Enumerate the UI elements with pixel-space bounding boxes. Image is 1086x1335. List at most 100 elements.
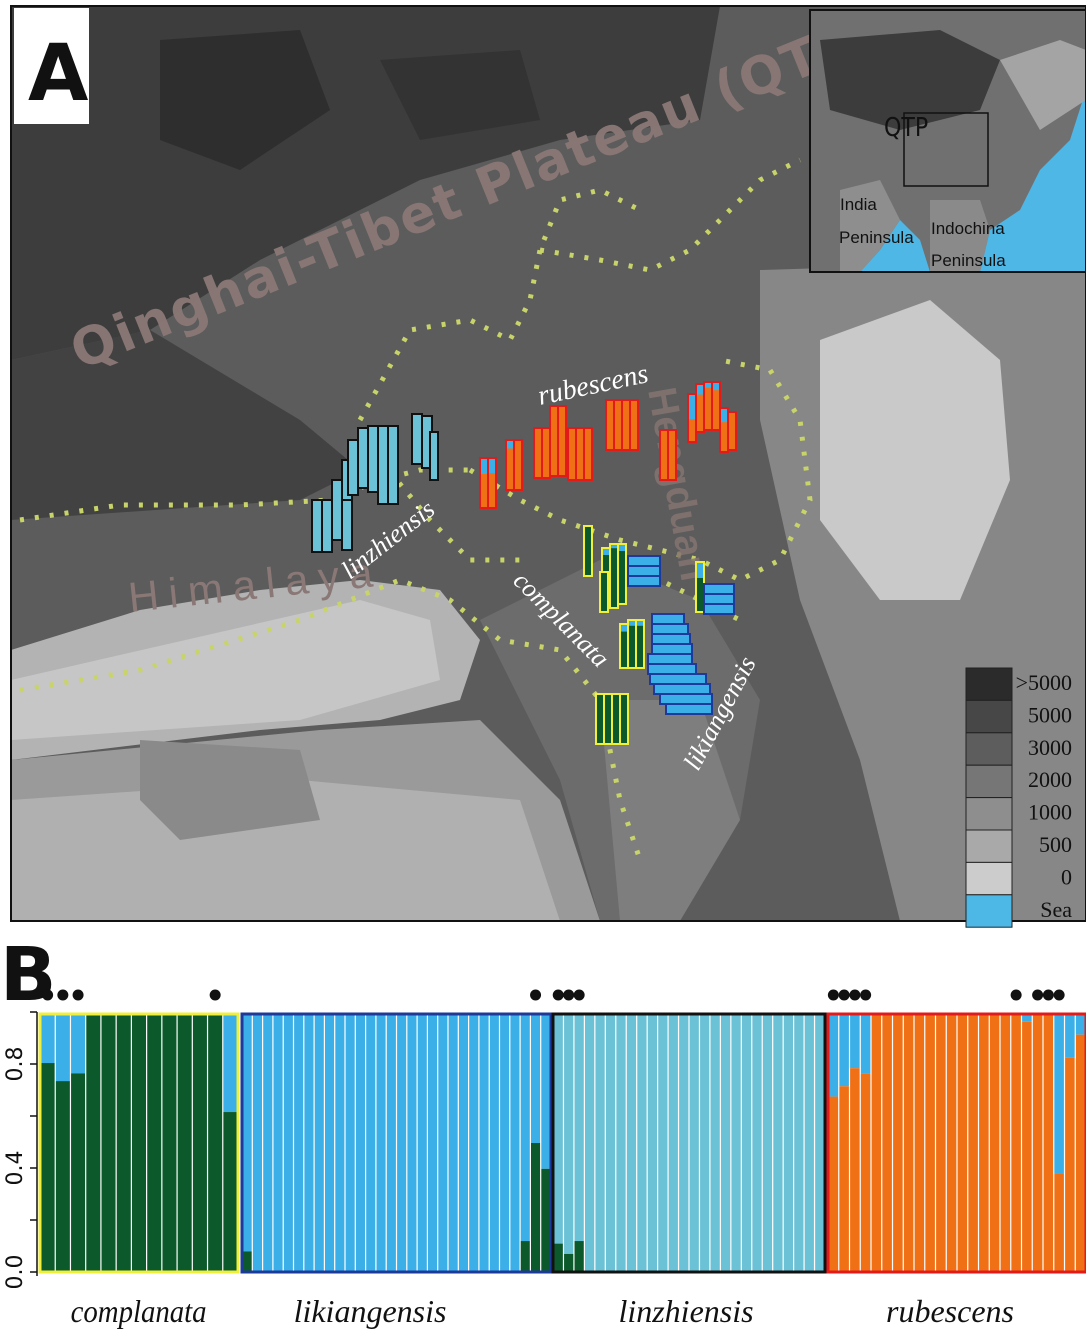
sample-marker xyxy=(357,427,369,489)
marker-dot xyxy=(530,989,542,1001)
sample-marker xyxy=(651,613,685,625)
bar xyxy=(988,1014,1000,1272)
sample-marker xyxy=(619,693,629,745)
bar xyxy=(262,1014,273,1272)
bar xyxy=(344,1014,356,1272)
panel-a-label: A xyxy=(28,29,88,119)
sample-marker xyxy=(665,703,713,715)
inset-indochina-label-2: Peninsula xyxy=(931,251,1006,270)
bar xyxy=(552,1014,564,1272)
bar xyxy=(313,1014,325,1272)
sample-marker xyxy=(541,427,551,479)
elevation-legend-label: 0 xyxy=(1061,864,1072,889)
sample-marker xyxy=(621,399,631,451)
bar xyxy=(498,1014,510,1272)
bar xyxy=(677,1014,689,1272)
bar xyxy=(688,1014,700,1272)
sample-marker xyxy=(505,439,515,491)
bar xyxy=(913,1014,925,1272)
marker-dot xyxy=(1053,989,1065,1001)
bar xyxy=(222,1014,238,1272)
bar xyxy=(827,1014,839,1272)
sample-marker xyxy=(627,565,661,577)
sample-marker xyxy=(321,499,333,553)
bar xyxy=(130,1014,147,1272)
bar xyxy=(999,1014,1011,1272)
sample-marker xyxy=(429,431,439,481)
bar xyxy=(719,1014,731,1272)
sample-marker xyxy=(479,457,489,509)
bar xyxy=(478,1014,490,1272)
bar xyxy=(251,1014,263,1272)
bar xyxy=(594,1014,606,1272)
bar xyxy=(488,1014,500,1272)
bar xyxy=(100,1014,117,1272)
bar xyxy=(881,1014,893,1272)
bars xyxy=(38,989,1086,1274)
sample-marker xyxy=(609,543,619,609)
elevation-legend-label: 5000 xyxy=(1028,702,1072,727)
bar xyxy=(859,1014,871,1272)
sample-marker xyxy=(687,393,697,443)
inset-india-label: India xyxy=(840,195,877,214)
boundary-lines xyxy=(19,157,813,861)
elevation-legend-label: Sea xyxy=(1040,897,1072,922)
bar xyxy=(730,1014,742,1272)
sample-marker xyxy=(703,593,735,605)
bar xyxy=(161,1014,178,1272)
sample-marker xyxy=(659,693,713,705)
elevation-legend-label: 1000 xyxy=(1028,800,1072,825)
sample-marker xyxy=(703,381,713,431)
sample-marker xyxy=(595,693,605,745)
bar xyxy=(751,1014,763,1272)
bar xyxy=(272,1014,284,1272)
sample-marker xyxy=(695,561,705,613)
bar xyxy=(206,1014,223,1272)
sample-marker xyxy=(617,543,627,605)
bar xyxy=(426,1014,438,1272)
group-label-complanata: complanata xyxy=(71,1294,207,1330)
marker-dot xyxy=(57,989,69,1001)
inset-qtp-label: QTP xyxy=(884,112,928,142)
bar xyxy=(615,1014,627,1272)
bar xyxy=(85,1014,101,1272)
group-frame-rubescens xyxy=(826,1012,1086,1274)
bar xyxy=(468,1014,479,1272)
bar xyxy=(573,1014,585,1272)
bar xyxy=(761,1014,773,1272)
sample-marker xyxy=(651,623,689,635)
sample-marker xyxy=(513,439,523,491)
marker-dot xyxy=(552,989,564,1001)
bar xyxy=(772,1014,784,1272)
bar xyxy=(636,1014,648,1272)
bar xyxy=(709,1014,721,1272)
bar xyxy=(803,1014,815,1272)
bar xyxy=(39,1014,56,1272)
bar xyxy=(385,1014,397,1272)
bar xyxy=(967,1014,979,1272)
bar xyxy=(793,1014,805,1272)
bar xyxy=(447,1014,459,1272)
group-frame-likiangensis xyxy=(240,1012,553,1274)
bar xyxy=(292,1014,304,1272)
panel-a-label-box xyxy=(14,8,89,124)
bar xyxy=(870,1014,882,1272)
bar xyxy=(416,1014,428,1272)
sample-marker xyxy=(387,425,399,505)
bar xyxy=(604,1014,616,1272)
sample-marker xyxy=(599,571,609,613)
bar xyxy=(667,1014,679,1272)
bar xyxy=(782,1014,794,1272)
marker-dot xyxy=(1032,989,1044,1001)
inset-india-label-2: Peninsula xyxy=(839,228,914,247)
bar xyxy=(457,1014,469,1272)
sample-marker xyxy=(367,425,379,493)
bar xyxy=(1042,1014,1054,1272)
bar xyxy=(509,1014,521,1272)
bar xyxy=(583,1014,595,1272)
bar xyxy=(977,1014,990,1272)
y-tick-0.0: 0.0 xyxy=(3,1255,28,1290)
elevation-legend-swatch xyxy=(965,764,1013,799)
sample-marker xyxy=(613,399,623,451)
bar xyxy=(657,1014,669,1272)
